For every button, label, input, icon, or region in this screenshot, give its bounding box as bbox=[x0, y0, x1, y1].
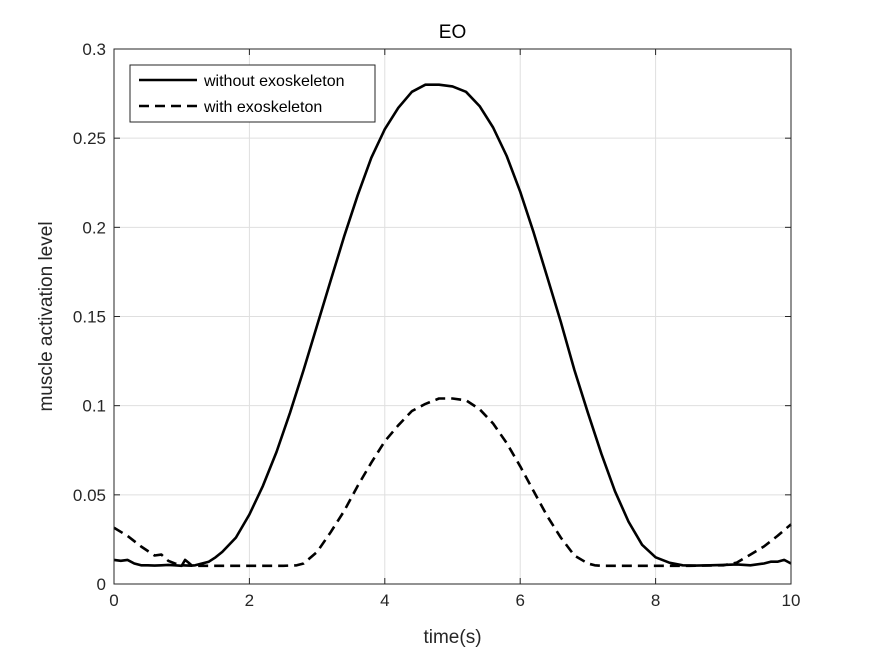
series-line-without-exoskeleton bbox=[113, 83, 792, 568]
x-tick-label: 4 bbox=[380, 591, 389, 610]
legend: without exoskeleton with exoskeleton bbox=[129, 64, 376, 123]
y-axis-label: muscle activation level bbox=[36, 221, 57, 411]
y-tick-label: 0.1 bbox=[82, 397, 106, 416]
series-line-with-exoskeleton bbox=[113, 397, 792, 568]
tick-labels: 0 2 4 6 8 10 0 0.05 0.1 0.15 0.2 0.25 0.3 bbox=[73, 40, 801, 610]
y-tick-label: 0.2 bbox=[82, 218, 106, 237]
y-tick-label: 0.3 bbox=[82, 40, 106, 59]
legend-label-without-exoskeleton: without exoskeleton bbox=[203, 73, 345, 90]
x-tick-label: 6 bbox=[515, 591, 524, 610]
x-axis-label: time(s) bbox=[423, 627, 481, 648]
series-group bbox=[113, 83, 792, 568]
x-tick-label: 10 bbox=[782, 591, 801, 610]
x-tick-label: 0 bbox=[109, 591, 118, 610]
grid bbox=[114, 49, 791, 584]
chart-title: EO bbox=[439, 22, 466, 43]
y-tick-label: 0.15 bbox=[73, 308, 106, 327]
legend-label-with-exoskeleton: with exoskeleton bbox=[203, 99, 322, 116]
y-tick-label: 0.25 bbox=[73, 129, 106, 148]
y-tick-label: 0 bbox=[97, 575, 106, 594]
y-tick-label: 0.05 bbox=[73, 486, 106, 505]
x-tick-label: 2 bbox=[245, 591, 254, 610]
ticks bbox=[113, 48, 792, 585]
x-tick-label: 8 bbox=[651, 591, 660, 610]
legend-box bbox=[129, 64, 376, 123]
